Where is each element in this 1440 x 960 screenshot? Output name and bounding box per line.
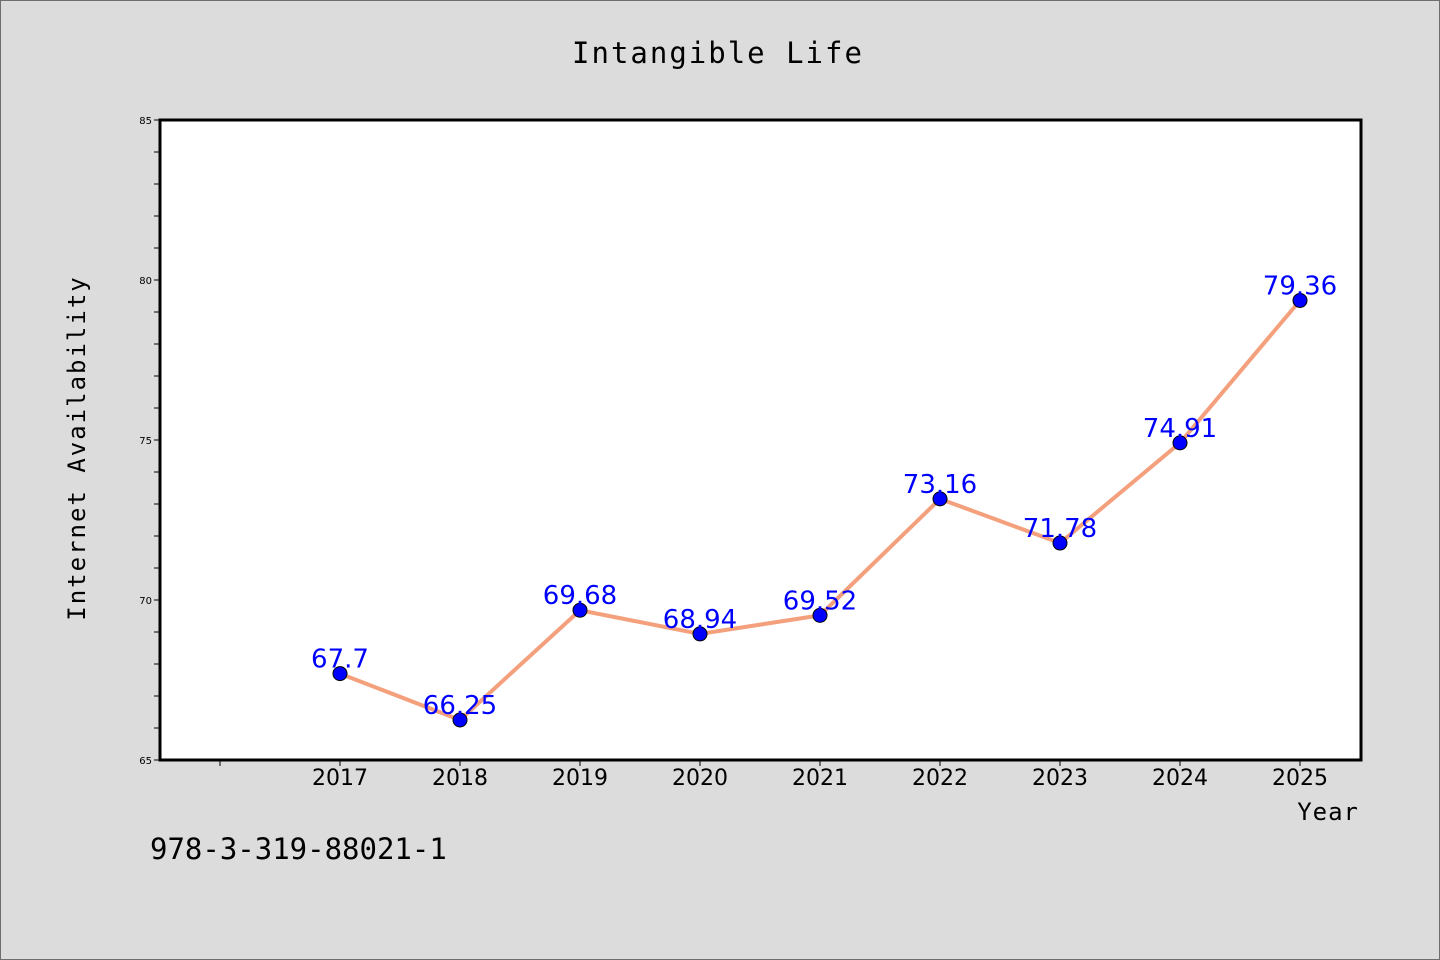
data-label: 73.16 (903, 470, 977, 500)
x-tick-label: 2018 (432, 766, 488, 791)
x-axis-label: Year (1297, 798, 1359, 826)
data-point (692, 626, 708, 642)
x-tick-label: 2020 (672, 766, 728, 791)
x-tick-label: 2022 (912, 766, 968, 791)
data-label: 74.91 (1143, 414, 1217, 444)
data-point (452, 712, 468, 728)
data-label: 71.78 (1023, 514, 1097, 544)
x-tick-label: 2019 (552, 766, 608, 791)
data-point (1052, 535, 1068, 551)
y-axis-label: Internet Availability (63, 275, 91, 620)
x-tick-label: 2017 (312, 766, 368, 791)
data-point (932, 491, 948, 507)
y-axis: 65 70 75 80 85 (139, 116, 160, 767)
y-tick-label: 70 (139, 596, 152, 607)
data-label: 79.36 (1263, 271, 1337, 301)
x-tick-label: 2023 (1032, 766, 1088, 791)
y-tick-label: 75 (139, 436, 152, 447)
x-tick-label: 2021 (792, 766, 848, 791)
y-tick-label: 65 (139, 756, 152, 767)
data-label: 67.7 (311, 645, 369, 675)
y-tick-label: 85 (139, 116, 152, 127)
data-point (812, 607, 828, 623)
data-point (332, 666, 348, 682)
isbn-text: 978-3-319-88021-1 (150, 832, 447, 866)
data-label: 69.68 (543, 581, 617, 611)
plot-area (158, 118, 1363, 762)
chart-title: Intangible Life (572, 36, 864, 70)
series-group: 67.7 66.25 69.68 68.94 69.52 73.16 71.78 74.91 7… (311, 271, 1337, 728)
data-label: 69.52 (783, 586, 857, 616)
x-axis: 2017 2018 2019 2020 2021 2022 2023 2024 2025 (219, 760, 1328, 791)
data-point (1292, 292, 1308, 308)
x-tick-label: 2025 (1272, 766, 1328, 791)
data-point (1172, 435, 1188, 451)
y-tick-label: 80 (139, 276, 152, 287)
x-tick-label: 2024 (1152, 766, 1208, 791)
data-point (572, 602, 588, 618)
data-label: 66.25 (423, 691, 497, 721)
data-label: 68.94 (663, 605, 737, 635)
